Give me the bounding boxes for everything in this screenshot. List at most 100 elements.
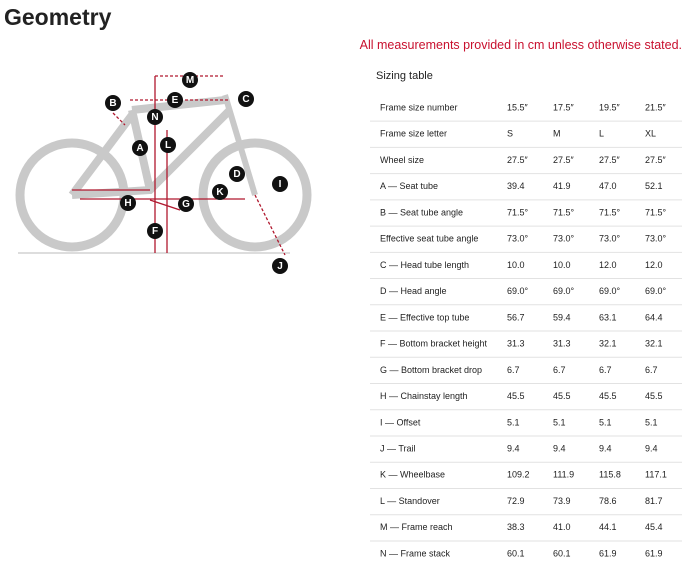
cell-value: 5.1 — [553, 417, 566, 427]
cell-value: 69.0° — [507, 286, 529, 296]
dimension-letter: K — [216, 187, 224, 198]
row-label: B — Seat tube angle — [380, 207, 463, 217]
cell-value: 117.1 — [645, 470, 667, 480]
cell-value: 38.3 — [507, 522, 525, 532]
cell-value: 73.0° — [507, 234, 529, 244]
dimension-letter: A — [136, 143, 143, 154]
cell-value: S — [507, 129, 513, 139]
cell-value: 45.5 — [507, 391, 525, 401]
row-label: I — Offset — [380, 417, 421, 427]
cell-value: 21.5″ — [645, 102, 667, 112]
dimension-letter: B — [109, 98, 116, 109]
cell-value: 27.5″ — [645, 155, 667, 165]
cell-value: 31.3 — [507, 339, 525, 349]
row-label: J — Trail — [380, 443, 416, 453]
cell-value: 31.3 — [553, 339, 571, 349]
cell-value: 9.4 — [645, 443, 658, 453]
dimension-marker — [272, 176, 288, 192]
cell-value: 61.9 — [645, 548, 663, 558]
dimension-marker — [272, 258, 288, 274]
dimension-letter: J — [277, 261, 283, 272]
cell-value: 9.4 — [599, 443, 612, 453]
row-label: K — Wheelbase — [380, 470, 445, 480]
cell-value: 41.9 — [553, 181, 571, 191]
row-label: G — Bottom bracket drop — [380, 365, 482, 375]
dimension-letter: L — [165, 140, 171, 151]
cell-value: 6.7 — [507, 365, 520, 375]
cell-value: 10.0 — [553, 260, 571, 270]
row-label: F — Bottom bracket height — [380, 339, 488, 349]
dimension-marker — [178, 196, 194, 212]
dimension-marker — [147, 109, 163, 125]
cell-value: 59.4 — [553, 312, 571, 322]
cell-value: 60.1 — [553, 548, 571, 558]
cell-value: 47.0 — [599, 181, 617, 191]
cell-value: 9.4 — [507, 443, 520, 453]
cell-value: 71.5° — [507, 207, 529, 217]
cell-value: 5.1 — [599, 417, 612, 427]
cell-value: 39.4 — [507, 181, 525, 191]
cell-value: 6.7 — [645, 365, 658, 375]
cell-value: 45.5 — [553, 391, 571, 401]
cell-value: 44.1 — [599, 522, 617, 532]
cell-value: 69.0° — [645, 286, 667, 296]
cell-value: 73.0° — [645, 234, 667, 244]
dimension-letter: C — [242, 94, 249, 105]
row-label: L — Standover — [380, 496, 440, 506]
cell-value: M — [553, 129, 561, 139]
cell-value: 17.5″ — [553, 102, 575, 112]
cell-value: XL — [645, 129, 656, 139]
dimension-letter: E — [172, 95, 179, 106]
cell-value: 6.7 — [599, 365, 612, 375]
cell-value: 71.5° — [645, 207, 667, 217]
cell-value: 5.1 — [645, 417, 658, 427]
cell-value: 73.9 — [553, 496, 571, 506]
table-caption: Sizing table — [376, 70, 433, 82]
dimension-letter: G — [182, 199, 190, 210]
cell-value: 10.0 — [507, 260, 525, 270]
cell-value: 78.6 — [599, 496, 617, 506]
dimension-letter: N — [151, 112, 158, 123]
row-label: Wheel size — [380, 155, 424, 165]
row-label: A — Seat tube — [380, 181, 438, 191]
dimension-letter: D — [233, 169, 240, 180]
dimension-letter: M — [186, 75, 194, 86]
page-title: Geometry — [4, 4, 112, 30]
row-label: D — Head angle — [380, 286, 447, 296]
cell-value: 56.7 — [507, 312, 525, 322]
cell-value: 45.4 — [645, 522, 663, 532]
dimension-letter: I — [279, 179, 282, 190]
cell-value: 64.4 — [645, 312, 663, 322]
cell-value: 73.0° — [599, 234, 621, 244]
dimension-marker — [120, 195, 136, 211]
cell-value: 69.0° — [599, 286, 621, 296]
units-note: All measurements provided in cm unless o… — [359, 38, 682, 52]
dimension-marker — [147, 223, 163, 239]
cell-value: L — [599, 129, 604, 139]
cell-value: 111.9 — [553, 470, 574, 480]
cell-value: 71.5° — [553, 207, 575, 217]
cell-value: 115.8 — [599, 470, 621, 480]
cell-value: 27.5″ — [507, 155, 529, 165]
dimension-marker — [132, 140, 148, 156]
cell-value: 6.7 — [553, 365, 566, 375]
cell-value: 71.5° — [599, 207, 621, 217]
cell-value: 12.0 — [645, 260, 663, 270]
dimension-marker — [160, 137, 176, 153]
cell-value: 32.1 — [599, 339, 617, 349]
row-label: Frame size letter — [380, 129, 447, 139]
dimension-letter: F — [152, 226, 158, 237]
cell-value: 61.9 — [599, 548, 617, 558]
dimension-marker — [229, 166, 245, 182]
row-label: Effective seat tube angle — [380, 234, 478, 244]
cell-value: 15.5″ — [507, 102, 529, 112]
cell-value: 63.1 — [599, 312, 617, 322]
dimension-marker — [167, 92, 183, 108]
dimension-marker — [212, 184, 228, 200]
cell-value: 27.5″ — [553, 155, 575, 165]
cell-value: 69.0° — [553, 286, 575, 296]
cell-value: 109.2 — [507, 470, 530, 480]
cell-value: 41.0 — [553, 522, 571, 532]
dimension-letter: H — [124, 198, 131, 209]
